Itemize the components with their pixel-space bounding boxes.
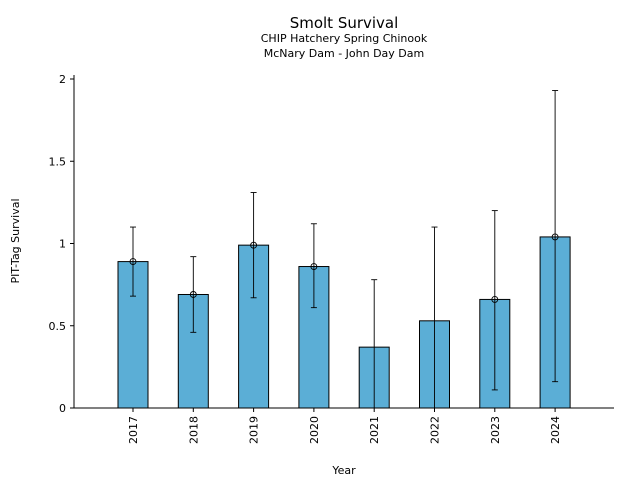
y-tick-label: 1.5 [49, 155, 67, 168]
x-tick-label: 2023 [489, 416, 502, 444]
x-tick-label: 2017 [127, 416, 140, 444]
x-tick-label: 2018 [187, 416, 200, 444]
point-marker-2023 [491, 295, 499, 303]
chart-subtitle-1: CHIP Hatchery Spring Chinook [261, 32, 428, 45]
x-axis-label: Year [331, 464, 356, 477]
point-marker-2018 [189, 291, 197, 298]
y-axis-label: PIT-Tag Survival [9, 198, 22, 283]
plot-area: 0 0.5 1 1.5 2 2017 2018 2019 2020 2021 2022 2023 202… [49, 73, 571, 444]
x-tick-label: 2020 [308, 416, 321, 444]
x-tick-label: 2019 [248, 416, 261, 444]
x-tick-label: 2024 [549, 416, 562, 444]
point-marker-2024 [551, 233, 559, 241]
y-tick-label: 1 [59, 238, 66, 251]
point-marker-2019 [250, 241, 258, 249]
y-tick-label: 0 [59, 402, 66, 415]
point-marker-2020 [310, 263, 318, 270]
chart-subtitle-2: McNary Dam - John Day Dam [264, 47, 424, 60]
chart-title: Smolt Survival [290, 14, 399, 32]
y-tick-label: 0.5 [49, 320, 67, 333]
x-tick-label: 2021 [368, 416, 381, 444]
point-marker-2017 [129, 258, 137, 266]
y-tick-label: 2 [59, 73, 66, 86]
x-tick-label: 2022 [429, 416, 442, 444]
